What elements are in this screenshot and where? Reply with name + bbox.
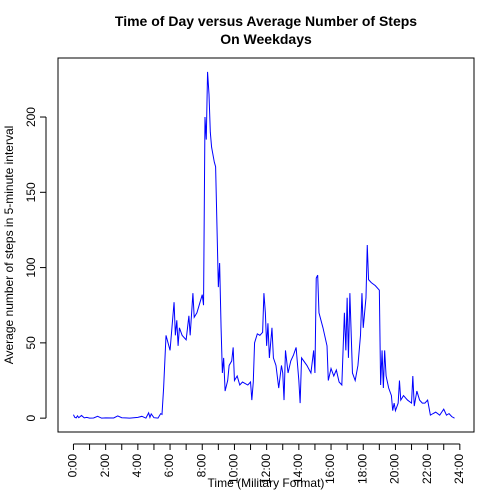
y-tick-label: 150 bbox=[24, 182, 38, 202]
x-tick-label: 6:00 bbox=[162, 454, 176, 478]
plot-frame bbox=[57, 57, 475, 433]
x-tick-label: 24:00 bbox=[452, 454, 466, 484]
x-tick-label: 4:00 bbox=[130, 454, 144, 478]
x-tick-label: 8:00 bbox=[194, 454, 208, 478]
x-tick-label: 16:00 bbox=[323, 454, 337, 484]
data-line bbox=[73, 71, 455, 420]
x-tick-label: 14:00 bbox=[291, 454, 305, 484]
y-tick-label: 0 bbox=[24, 414, 38, 421]
x-tick-label: 0:00 bbox=[66, 454, 80, 478]
x-tick-label: 2:00 bbox=[98, 454, 112, 478]
y-axis-label: Average number of steps in 5-minute inte… bbox=[2, 126, 16, 365]
x-tick-label: 22:00 bbox=[420, 454, 434, 484]
x-tick-label: 20:00 bbox=[388, 454, 402, 484]
x-tick-label: 10:00 bbox=[227, 454, 241, 484]
chart-title: Time of Day versus Average Number of Ste… bbox=[115, 13, 417, 29]
x-axis-label: Time (Military Format) bbox=[208, 476, 325, 490]
y-tick-label: 100 bbox=[24, 257, 38, 277]
y-tick-label: 50 bbox=[24, 336, 38, 350]
y-tick-label: 200 bbox=[24, 107, 38, 127]
x-tick-label: 18:00 bbox=[355, 454, 369, 484]
chart-subtitle: On Weekdays bbox=[220, 31, 312, 47]
x-tick-label: 12:00 bbox=[259, 454, 273, 484]
